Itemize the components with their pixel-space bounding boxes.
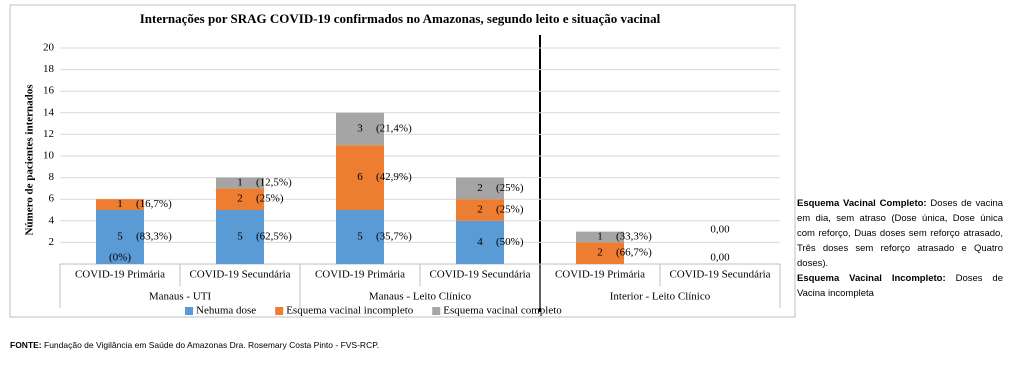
x-tick-label: COVID-19 Primária	[315, 269, 405, 281]
legend-label: Esquema vacinal incompleto	[286, 305, 414, 317]
footer: FONTE: Fundação de Vigilância em Saúde d…	[10, 340, 379, 350]
legend-swatch	[432, 307, 441, 315]
y-tick-label: 20	[43, 42, 55, 54]
bar-segment	[96, 199, 144, 210]
note-text: Doses de Vacina incompleta	[797, 273, 1003, 299]
percent-label: (25%)	[496, 204, 524, 216]
percent-label: (42,9%)	[376, 171, 412, 183]
y-tick-label: 8	[49, 171, 55, 183]
data-label: 4	[477, 236, 483, 248]
x-tick-label: COVID-19 Secundária	[429, 269, 530, 281]
legend-label: Esquema vacinal completo	[443, 305, 562, 317]
footer-text: Fundação de Vigilância em Saúde do Amazo…	[44, 340, 380, 350]
note-text: Doses de vacina em dia, sem atraso (Dose…	[797, 198, 1004, 269]
data-label: 5	[237, 231, 243, 243]
percent-label: (33,3%)	[616, 231, 652, 243]
percent-label: (66,7%)	[616, 247, 652, 259]
bar-segment	[336, 112, 384, 146]
data-label: 1	[597, 231, 603, 243]
group-label: Manaus - Leito Clínico	[369, 291, 472, 303]
data-label: 5	[357, 231, 363, 243]
bar-segment	[216, 210, 264, 264]
note-term: Esquema Vacinal Incompleto:	[797, 273, 946, 284]
y-axis-label: Número de pacientes internados	[24, 84, 36, 236]
bar-segment	[96, 210, 144, 264]
x-tick-label: COVID-19 Primária	[75, 269, 165, 281]
bar-segment	[576, 242, 624, 264]
data-label: 2	[597, 247, 603, 259]
note-term: Esquema Vacinal Completo:	[797, 198, 927, 209]
bar-segment	[216, 188, 264, 210]
group-label: Manaus - UTI	[149, 291, 212, 303]
percent-label: (25%)	[256, 193, 284, 205]
y-tick-label: 18	[43, 63, 55, 75]
chart: Internações por SRAG COVID-19 confirmado…	[9, 4, 796, 318]
y-tick-label: 16	[43, 85, 55, 97]
bar-segment	[456, 177, 504, 200]
chart-border	[9, 4, 796, 318]
data-label: 2	[477, 182, 483, 194]
data-label: 2	[477, 204, 483, 216]
percent-label: (25%)	[496, 182, 524, 194]
data-label: 1	[237, 177, 243, 189]
percent-label: (21,4%)	[376, 123, 412, 135]
legend-swatch	[275, 307, 284, 315]
bar-segment	[216, 177, 264, 189]
percent-label: (12,5%)	[256, 177, 292, 189]
notes: Esquema Vacinal Completo: Doses de vacin…	[797, 196, 1003, 301]
legend-swatch	[185, 307, 193, 315]
y-tick-label: 12	[43, 128, 54, 140]
chart-title: Internações por SRAG COVID-19 confirmado…	[140, 11, 661, 26]
x-tick-label: COVID-19 Secundária	[189, 269, 290, 281]
percent-label: (50%)	[496, 236, 524, 248]
y-tick-label: 14	[43, 106, 55, 118]
data-label: 6	[357, 171, 363, 183]
data-label: 5	[117, 231, 123, 243]
group-label: Interior - Leito Clínico	[610, 291, 711, 303]
x-tick-label: COVID-19 Primária	[555, 269, 645, 281]
x-tick-label: COVID-19 Secundária	[669, 269, 770, 281]
percent-label: (0%)	[109, 252, 131, 264]
y-tick-label: 4	[49, 214, 55, 226]
legend-label: Nehuma dose	[196, 305, 256, 317]
footer-label: FONTE:	[10, 340, 42, 350]
bar-segment	[336, 210, 384, 264]
y-tick-label: 10	[43, 150, 55, 162]
data-label: 3	[357, 123, 363, 135]
bar-segment	[456, 199, 504, 221]
percent-label: (62,5%)	[256, 231, 292, 243]
y-tick-label: 6	[49, 193, 55, 205]
percent-label: (35,7%)	[376, 231, 412, 243]
data-label: 1	[117, 198, 123, 210]
percent-label: 0,00	[710, 224, 730, 236]
bar-segment	[456, 220, 504, 264]
bar-segment	[576, 231, 624, 243]
percent-label: 0,00	[710, 252, 730, 264]
bar-segment	[336, 145, 384, 210]
y-tick-label: 2	[49, 236, 55, 248]
percent-label: (83,3%)	[136, 231, 172, 243]
data-label: 2	[237, 193, 243, 205]
percent-label: (16,7%)	[136, 198, 172, 210]
